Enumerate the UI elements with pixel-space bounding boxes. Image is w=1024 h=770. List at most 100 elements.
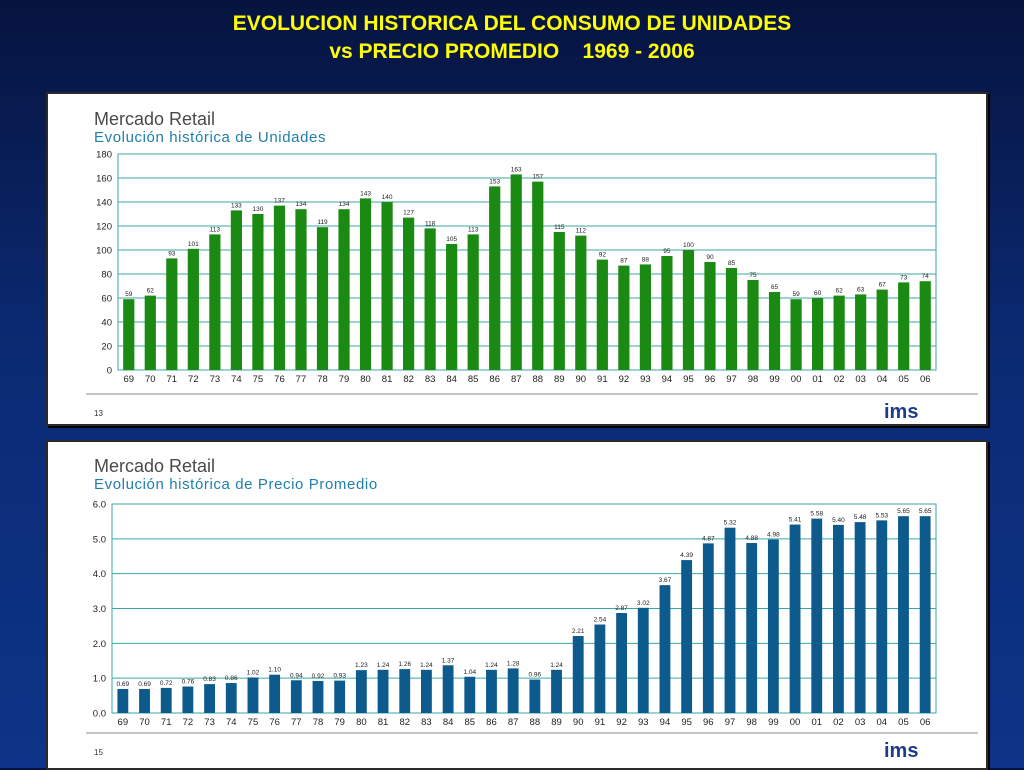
data-label: 1.26 bbox=[398, 661, 411, 668]
x-tick-label: 76 bbox=[269, 717, 280, 728]
bar bbox=[421, 669, 432, 713]
x-tick-label: 74 bbox=[226, 717, 237, 728]
x-tick-label: 79 bbox=[334, 717, 345, 728]
x-tick-label: 98 bbox=[748, 374, 759, 385]
data-label: 1.24 bbox=[550, 662, 563, 669]
y-tick-label: 20 bbox=[101, 342, 112, 353]
x-tick-label: 01 bbox=[811, 717, 822, 728]
x-tick-label: 02 bbox=[834, 374, 845, 385]
x-tick-label: 03 bbox=[855, 717, 866, 728]
data-label: 101 bbox=[188, 241, 199, 248]
y-tick-label: 3.0 bbox=[93, 604, 106, 615]
bar bbox=[682, 250, 695, 370]
bar bbox=[467, 234, 479, 370]
data-label: 95 bbox=[663, 248, 671, 255]
bar bbox=[854, 522, 866, 713]
data-label: 1.37 bbox=[442, 657, 455, 664]
data-label: 0.96 bbox=[529, 672, 542, 679]
x-tick-label: 76 bbox=[274, 374, 285, 385]
x-tick-label: 73 bbox=[204, 717, 215, 728]
bar bbox=[594, 624, 606, 713]
data-label: 0.86 bbox=[225, 675, 238, 682]
data-label: 93 bbox=[168, 250, 176, 257]
x-tick-label: 83 bbox=[421, 717, 432, 728]
x-tick-label: 00 bbox=[790, 717, 801, 728]
data-label: 2.54 bbox=[594, 617, 607, 624]
bar bbox=[117, 688, 129, 713]
data-label: 59 bbox=[792, 291, 800, 298]
chart-title: Evolución histórica de Unidades bbox=[94, 129, 326, 146]
bar bbox=[681, 560, 693, 713]
data-label: 0.69 bbox=[138, 681, 151, 688]
x-tick-label: 80 bbox=[356, 717, 367, 728]
bar bbox=[639, 264, 651, 370]
bar bbox=[919, 516, 931, 713]
x-tick-label: 95 bbox=[681, 717, 692, 728]
bar bbox=[486, 669, 497, 713]
data-label: 62 bbox=[836, 288, 844, 295]
data-label: 59 bbox=[125, 291, 133, 298]
data-label: 1.10 bbox=[268, 667, 281, 674]
x-tick-label: 96 bbox=[705, 374, 716, 385]
x-tick-label: 69 bbox=[123, 374, 134, 385]
data-label: 163 bbox=[511, 166, 522, 173]
x-tick-label: 92 bbox=[619, 374, 630, 385]
data-label: 0.83 bbox=[203, 676, 216, 683]
data-label: 1.28 bbox=[507, 660, 520, 667]
bar bbox=[273, 205, 286, 370]
data-label: 5.65 bbox=[897, 508, 910, 515]
data-label: 5.41 bbox=[789, 517, 802, 524]
x-tick-label: 92 bbox=[616, 717, 627, 728]
chart-heading: Mercado Retail bbox=[94, 109, 215, 129]
data-label: 5.53 bbox=[875, 512, 888, 519]
data-label: 74 bbox=[922, 273, 930, 280]
x-tick-label: 75 bbox=[253, 374, 264, 385]
x-tick-label: 85 bbox=[468, 374, 479, 385]
data-label: 92 bbox=[599, 252, 607, 259]
bar bbox=[855, 294, 867, 370]
bar bbox=[399, 669, 411, 713]
data-label: 140 bbox=[382, 194, 393, 201]
x-tick-label: 84 bbox=[443, 717, 454, 728]
data-label: 1.04 bbox=[463, 669, 476, 676]
data-label: 1.23 bbox=[355, 662, 368, 669]
bar bbox=[833, 524, 844, 713]
units-chart-panel: Mercado Retail Evolución histórica de Uni… bbox=[46, 92, 988, 426]
bar bbox=[724, 527, 736, 713]
data-label: 2.21 bbox=[572, 628, 585, 635]
x-tick-label: 91 bbox=[595, 717, 606, 728]
x-tick-label: 82 bbox=[399, 717, 410, 728]
bar bbox=[616, 613, 627, 713]
bar bbox=[919, 281, 931, 370]
data-label: 88 bbox=[642, 256, 650, 263]
bar bbox=[596, 259, 608, 370]
data-label: 0.76 bbox=[182, 679, 195, 686]
x-tick-label: 89 bbox=[551, 717, 562, 728]
data-label: 134 bbox=[339, 201, 350, 208]
x-tick-label: 99 bbox=[769, 374, 780, 385]
data-label: 62 bbox=[147, 288, 155, 295]
x-tick-label: 95 bbox=[683, 374, 694, 385]
x-tick-label: 93 bbox=[638, 717, 649, 728]
x-tick-label: 01 bbox=[812, 374, 823, 385]
bar bbox=[618, 265, 630, 370]
bar bbox=[247, 677, 259, 713]
bar bbox=[489, 186, 501, 370]
bar bbox=[702, 543, 714, 713]
bar bbox=[659, 585, 671, 713]
bar bbox=[507, 668, 519, 713]
x-tick-label: 83 bbox=[425, 374, 436, 385]
y-tick-label: 60 bbox=[101, 294, 112, 305]
bar bbox=[572, 636, 584, 713]
x-tick-label: 71 bbox=[161, 717, 172, 728]
bar bbox=[204, 684, 215, 713]
x-tick-label: 89 bbox=[554, 374, 565, 385]
bar bbox=[746, 543, 758, 713]
bar bbox=[790, 299, 802, 370]
x-tick-label: 77 bbox=[296, 374, 307, 385]
bar bbox=[144, 295, 156, 370]
bar bbox=[160, 687, 172, 713]
data-label: 0.92 bbox=[312, 673, 325, 680]
data-label: 1.24 bbox=[485, 662, 498, 669]
